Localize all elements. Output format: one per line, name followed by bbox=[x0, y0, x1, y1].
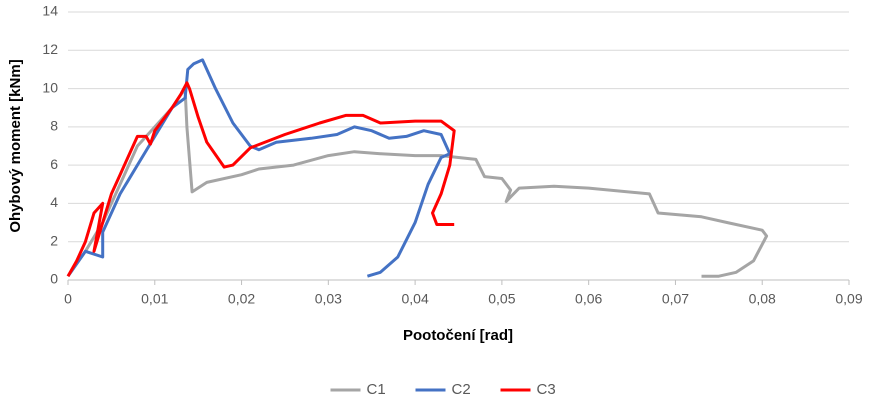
x-tick-label: 0,06 bbox=[575, 291, 602, 307]
y-tick-label: 8 bbox=[50, 118, 58, 134]
x-tick-label: 0,02 bbox=[228, 291, 255, 307]
y-tick-label: 12 bbox=[42, 41, 58, 57]
y-tick-label: 4 bbox=[50, 194, 58, 210]
x-tick-label: 0,04 bbox=[401, 291, 428, 307]
x-tick-label: 0,08 bbox=[749, 291, 776, 307]
legend-label: C3 bbox=[537, 381, 556, 398]
y-tick-label: 10 bbox=[42, 79, 58, 95]
x-axis-title: Pootočení [rad] bbox=[403, 327, 513, 344]
y-tick-label: 6 bbox=[50, 156, 58, 172]
legend-label: C2 bbox=[452, 381, 471, 398]
x-tick-label: 0,07 bbox=[662, 291, 689, 307]
y-tick-label: 0 bbox=[50, 271, 58, 287]
x-tick-label: 0 bbox=[64, 291, 72, 307]
legend-label: C1 bbox=[367, 381, 386, 398]
y-tick-label: 14 bbox=[42, 3, 58, 19]
y-tick-label: 2 bbox=[50, 232, 58, 248]
x-tick-label: 0,01 bbox=[141, 291, 168, 307]
x-tick-label: 0,09 bbox=[835, 291, 862, 307]
x-tick-label: 0,05 bbox=[488, 291, 515, 307]
x-tick-label: 0,03 bbox=[315, 291, 342, 307]
data-line bbox=[66, 81, 456, 277]
data-line bbox=[66, 87, 769, 278]
y-axis-title: Ohybový moment [kNm] bbox=[7, 59, 24, 232]
data-line bbox=[66, 58, 452, 278]
